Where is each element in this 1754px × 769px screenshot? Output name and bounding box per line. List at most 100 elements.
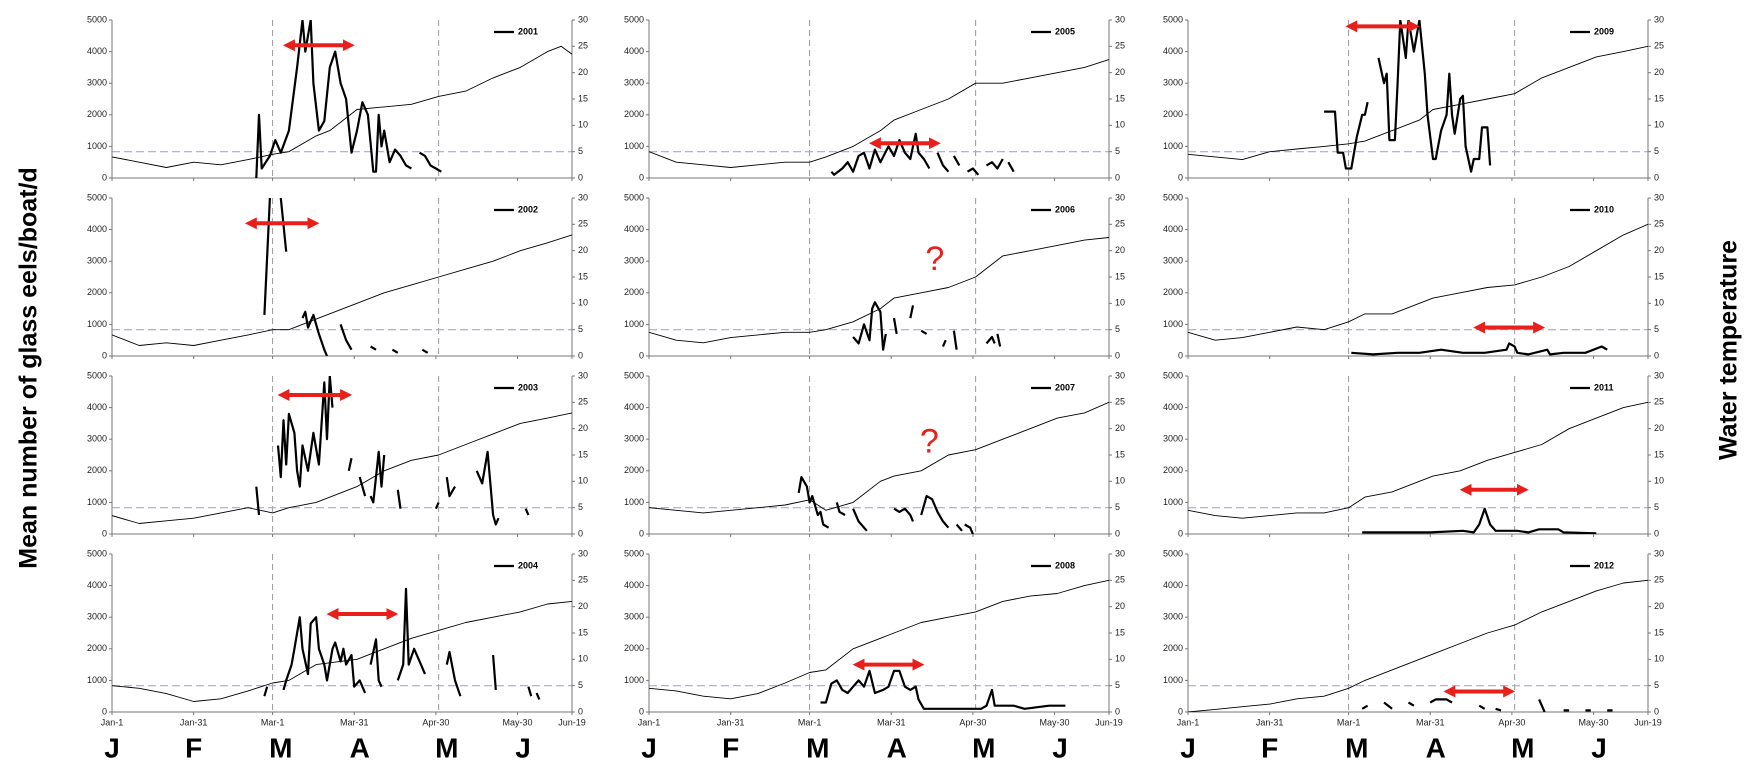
- month-label: M: [435, 732, 458, 763]
- month-label: J: [1591, 732, 1607, 763]
- x-tick-label: Jan-1: [638, 717, 661, 727]
- y2-tick-label: 20: [1115, 601, 1125, 611]
- y-tick-label: 5000: [1163, 14, 1183, 24]
- y-tick-label: 0: [1178, 528, 1183, 538]
- y2-tick-label: 25: [1654, 397, 1664, 407]
- y-tick-label: 5000: [624, 370, 644, 380]
- legend-label: 2002: [518, 204, 538, 214]
- temperature-line: [1188, 579, 1648, 712]
- month-label: M: [269, 732, 292, 763]
- month-label: M: [806, 732, 829, 763]
- panel: 0 1000 2000 3000 4000 5000 0 5 10 15 20 25 30 Jan-1 Ja…: [624, 548, 1125, 763]
- y2-tick-label: 10: [578, 476, 588, 486]
- annotation: ?: [920, 423, 939, 461]
- legend-label: 2011: [1594, 382, 1614, 392]
- y-tick-label: 5000: [1163, 548, 1183, 558]
- y2-tick-label: 25: [1115, 41, 1125, 51]
- y2-tick-label: 5: [1115, 146, 1120, 156]
- y-tick-label: 3000: [1163, 78, 1183, 88]
- legend-label: 2006: [1055, 204, 1075, 214]
- y-tick-label: 4000: [624, 580, 644, 590]
- y2-tick-label: 15: [1654, 449, 1664, 459]
- y2-tick-label: 25: [578, 397, 588, 407]
- y2-tick-label: 25: [1654, 41, 1664, 51]
- y-axis-label: Mean number of glass eels/boat/d: [15, 167, 43, 568]
- y-tick-label: 1000: [87, 319, 107, 329]
- temperature-line: [649, 237, 1109, 344]
- x-tick-label: Jun-19: [1095, 717, 1123, 727]
- panel: 0 1000 2000 3000 4000 5000 0 5 10 15 20 25 30 2001: [87, 14, 588, 182]
- x-tick-label: May-30: [1579, 717, 1609, 727]
- month-label: A: [350, 732, 370, 763]
- legend-label: 2012: [1594, 560, 1614, 570]
- temperature-line: [1188, 223, 1648, 341]
- month-label: J: [1180, 732, 1196, 763]
- y2-tick-label: 15: [578, 627, 588, 637]
- y2-tick-label: 10: [1654, 120, 1664, 130]
- legend-label: 2003: [518, 382, 538, 392]
- catch-line: [797, 476, 974, 534]
- temperature-line: [649, 59, 1109, 168]
- y2-tick-label: 20: [1115, 423, 1125, 433]
- y-tick-label: 2000: [87, 465, 107, 475]
- catch-line: [830, 132, 1015, 176]
- y-tick-label: 5000: [87, 548, 107, 558]
- y2-tick-label: 20: [578, 67, 588, 77]
- y2-tick-label: 20: [1115, 67, 1125, 77]
- y2-tick-label: 10: [1115, 298, 1125, 308]
- y-tick-label: 4000: [1163, 580, 1183, 590]
- y2-tick-label: 0: [1654, 706, 1659, 716]
- catch-line: [255, 20, 442, 178]
- y-tick-label: 0: [639, 350, 644, 360]
- x-tick-label: Apr-30: [422, 717, 449, 727]
- x-tick-label: Mar-31: [877, 717, 906, 727]
- temperature-line: [1188, 45, 1648, 161]
- y2-tick-label: 0: [578, 706, 583, 716]
- catch-line: [1361, 698, 1613, 712]
- y-tick-label: 4000: [624, 224, 644, 234]
- catch-line: [1351, 342, 1608, 356]
- y2-tick-label: 15: [1654, 271, 1664, 281]
- month-label: F: [1261, 732, 1278, 763]
- y-tick-label: 3000: [624, 78, 644, 88]
- temperature-line: [649, 579, 1109, 700]
- month-label: M: [1345, 732, 1368, 763]
- y2-tick-label: 5: [1654, 502, 1659, 512]
- temperature-line: [112, 600, 572, 702]
- x-tick-label: Jan-31: [717, 717, 745, 727]
- y2-tick-label: 25: [578, 219, 588, 229]
- y2-tick-label: 15: [1115, 93, 1125, 103]
- month-label: J: [515, 732, 531, 763]
- panel: 0 1000 2000 3000 4000 5000 0 5 10 15 20 25 30 2002: [87, 192, 588, 360]
- y2-tick-label: 15: [1115, 627, 1125, 637]
- y-tick-label: 5000: [1163, 192, 1183, 202]
- month-label: J: [104, 732, 120, 763]
- panel: 0 1000 2000 3000 4000 5000 0 5 10 15 20 25 30 2003: [87, 370, 588, 538]
- y2-tick-label: 10: [578, 120, 588, 130]
- y2-tick-label: 30: [1115, 192, 1125, 202]
- x-tick-label: Jan-1: [101, 717, 124, 727]
- y2-tick-label: 0: [1654, 172, 1659, 182]
- panel: 0 1000 2000 3000 4000 5000 0 5 10 15 20 25 30 2006?: [624, 192, 1125, 360]
- y2-tick-label: 30: [578, 14, 588, 24]
- y-tick-label: 2000: [1163, 643, 1183, 653]
- y-tick-label: 2000: [1163, 109, 1183, 119]
- y2-tick-label: 5: [1115, 680, 1120, 690]
- y2-tick-label: 15: [578, 271, 588, 281]
- y-tick-label: 0: [1178, 706, 1183, 716]
- y-tick-label: 0: [639, 706, 644, 716]
- catch-line: [1324, 20, 1492, 173]
- y2-tick-label: 10: [1654, 476, 1664, 486]
- y-tick-label: 4000: [624, 46, 644, 56]
- y-tick-label: 0: [1178, 172, 1183, 182]
- temperature-line: [112, 412, 572, 524]
- y-tick-label: 4000: [1163, 46, 1183, 56]
- y-tick-label: 1000: [1163, 497, 1183, 507]
- y-tick-label: 5000: [87, 14, 107, 24]
- panel: 0 1000 2000 3000 4000 5000 0 5 10 15 20 25 30 2011: [1163, 370, 1664, 538]
- y2-tick-label: 30: [1115, 370, 1125, 380]
- temperature-line: [112, 45, 572, 168]
- y2-tick-label: 10: [1115, 654, 1125, 664]
- month-label: M: [1511, 732, 1534, 763]
